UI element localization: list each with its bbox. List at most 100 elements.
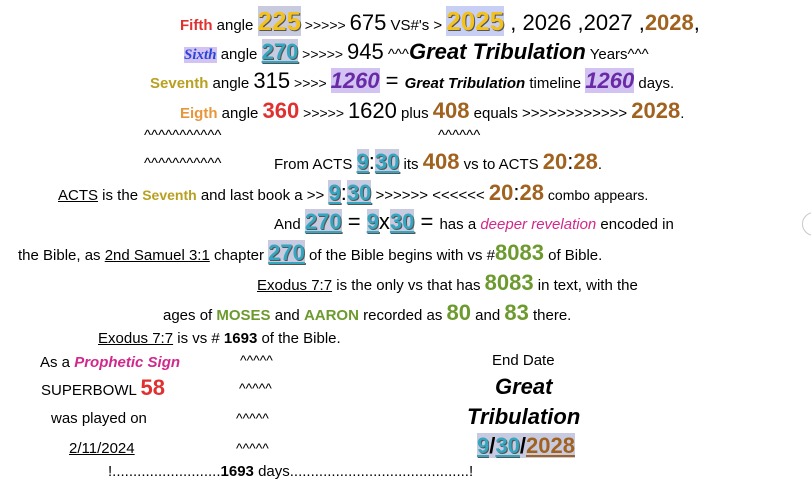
line-seventh-angle: Seventh angle 315 >>>> 1260 = Great Trib… — [150, 68, 675, 93]
its-text: its — [399, 156, 423, 173]
line-eigth-angle: Eigth angle 360 >>>>> 1620 plus 408 equa… — [180, 100, 684, 122]
line-sixth-angle: Sixth angle 270 >>>>> 945 ^^^Great Tribu… — [184, 39, 649, 64]
as-a-text: As a — [40, 354, 75, 371]
period: . — [680, 105, 685, 122]
line-acts-seventh: ACTS is the Seventh and last book a >> 9… — [58, 180, 649, 205]
eigth-label: Eigth — [180, 105, 218, 122]
exodus-ref: Exodus 7:7 — [98, 330, 174, 347]
number-28: 28 — [573, 149, 598, 174]
number-30: 30 — [346, 180, 372, 205]
angle-text: angle — [216, 46, 262, 63]
number-315: 315 — [253, 68, 291, 93]
carets-row-2: ^^^^^^^^^^^ — [144, 155, 222, 172]
prophetic-sign-row: As a Prophetic Sign — [40, 353, 180, 370]
number-408: 408 — [422, 149, 460, 174]
ages-text: ages of — [163, 307, 217, 324]
aaron-label: AARON — [303, 307, 359, 324]
equals-b: = — [414, 209, 440, 234]
arrows: >>>>> — [300, 17, 350, 33]
last-book-text: and last book a >> — [196, 187, 329, 204]
exodus-ref: Exodus 7:7 — [257, 277, 333, 294]
number-30: 30 — [389, 209, 415, 234]
seventh-label: Seventh — [150, 75, 209, 92]
line-fifth-angle: Fifth angle 225 >>>>> 675 VS#'s > 2025 ,… — [180, 6, 700, 36]
number-80: 80 — [446, 300, 471, 325]
and-text-b: and — [470, 307, 505, 324]
year-2025: 2025 — [446, 6, 505, 36]
encoded-text: encoded in — [596, 216, 674, 233]
number-30: 30 — [374, 149, 400, 174]
great-tribulation: Great Tribulation — [408, 39, 586, 64]
acts-link: ACTS — [58, 187, 99, 204]
sixth-label: Sixth — [184, 47, 217, 63]
combo-text: combo appears. — [544, 187, 649, 203]
vs-to-acts-text: vs to ACTS — [459, 156, 543, 173]
is-vs-text: is vs # — [173, 330, 224, 347]
arrows-both: >>>>>> <<<<<< — [371, 187, 489, 204]
number-675: 675 — [349, 10, 387, 35]
from-acts-text: From ACTS — [274, 156, 357, 173]
period: . — [597, 156, 603, 173]
date-slash-b: / — [519, 433, 526, 458]
chapter-text: chapter — [209, 247, 269, 264]
colon: : — [368, 149, 375, 174]
colon: : — [340, 180, 347, 205]
superbowl-text: SUPERBOWL — [41, 382, 141, 399]
colon-b: : — [513, 180, 520, 205]
tribulation-label: Tribulation — [467, 404, 581, 429]
times: x — [378, 209, 390, 234]
prophetic-sign: Prophetic Sign — [74, 354, 181, 371]
the-bible-text: the Bible, as — [18, 247, 105, 264]
arrows: >>>>> — [299, 105, 348, 121]
played-on-text: was played on — [51, 410, 147, 427]
recorded-text: recorded as — [358, 307, 447, 324]
equals-text: equals >>>>>>>>>>>> — [469, 105, 632, 122]
great-tribulation: Great Tribulation — [404, 75, 526, 92]
line-270-equation: And 270 = 9x30 = has a deeper revelation… — [274, 209, 674, 234]
days-text: days. — [634, 75, 675, 92]
bottom-days-line: !..........................1693 days....… — [108, 464, 473, 479]
number-20: 20 — [488, 180, 514, 205]
has-a-text: has a — [439, 216, 481, 233]
dots-right: days....................................… — [253, 463, 474, 480]
of-bible-text: of Bible. — [543, 247, 603, 264]
carets-col-3: ^^^^^ — [236, 410, 269, 426]
year-2028: 2028 — [644, 10, 694, 35]
arrows: >>>>> — [298, 46, 347, 62]
number-225: 225 — [257, 6, 301, 36]
scroll-handle-icon[interactable] — [802, 212, 811, 236]
and-text: and — [270, 307, 304, 324]
number-1620: 1620 — [347, 98, 397, 123]
of-bible-text: of the Bible. — [257, 330, 341, 347]
great-label: Great — [495, 374, 553, 399]
date-day: 30 — [495, 433, 520, 458]
carets: ^^^ — [383, 46, 409, 63]
number-270: 270 — [268, 240, 305, 265]
number-408: 408 — [432, 98, 470, 123]
number-9: 9 — [328, 180, 341, 205]
line-2nd-samuel: the Bible, as 2nd Samuel 3:1 chapter 270… — [18, 240, 603, 265]
number-9: 9 — [356, 149, 369, 174]
number-83: 83 — [504, 300, 529, 325]
number-270: 270 — [304, 209, 342, 234]
timeline-text: timeline — [525, 75, 586, 92]
samuel-ref: 2nd Samuel 3:1 — [104, 247, 210, 264]
year-2028: 2028 — [631, 98, 681, 123]
begins-text: of the Bible begins with vs # — [304, 247, 495, 264]
there-text: there. — [528, 307, 572, 324]
in-text-text: in text, with the — [533, 277, 638, 294]
number-270: 270 — [261, 39, 299, 64]
vs-label: VS#'s > — [386, 17, 447, 34]
moses-label: MOSES — [216, 307, 271, 324]
colon-b: : — [567, 149, 574, 174]
number-1693: 1693 — [223, 330, 258, 347]
dots-left: !.......................... — [108, 463, 221, 480]
plus-text: plus — [396, 105, 433, 122]
carets-col-2: ^^^^^ — [239, 380, 272, 396]
carets-col-1: ^^^^^ — [240, 352, 273, 368]
number-1260: 1260 — [330, 68, 380, 93]
date-month: 9 — [477, 433, 490, 458]
comma: , — [693, 10, 700, 35]
equals: = — [341, 209, 367, 234]
date-slash: / — [489, 433, 496, 458]
